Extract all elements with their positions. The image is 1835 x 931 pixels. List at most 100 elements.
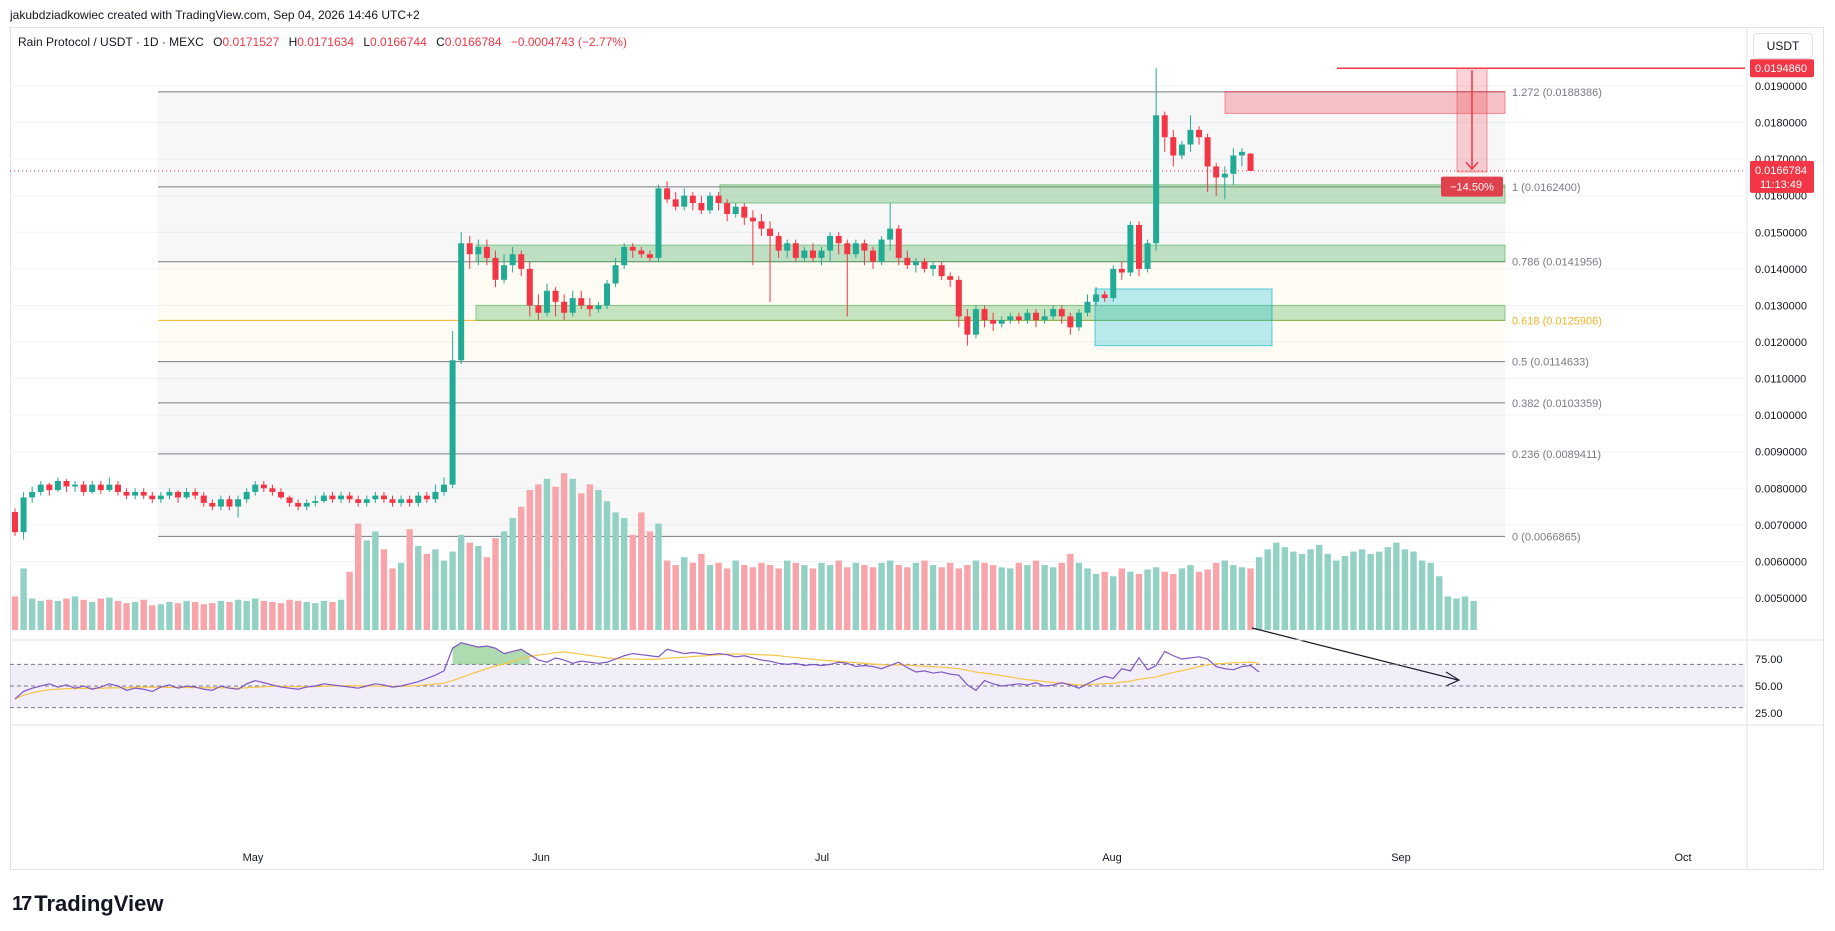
candle-body [698, 203, 705, 211]
candle-body [998, 320, 1005, 324]
candle-body [1024, 312, 1031, 321]
volume-bar [741, 565, 748, 630]
volume-bar [372, 531, 379, 630]
volume-bar [123, 603, 130, 630]
candle-body [260, 484, 267, 489]
volume-bar [1341, 556, 1349, 630]
candle-body [749, 217, 756, 222]
volume-bar [955, 568, 962, 630]
volume-bar [569, 478, 576, 630]
volume-bar [1461, 596, 1469, 630]
time-axis-tick: May [243, 852, 264, 864]
volume-bar [947, 562, 954, 630]
candle-body [981, 309, 988, 321]
volume-bar [234, 599, 242, 630]
candle-body [561, 301, 568, 313]
volume-bar [269, 602, 276, 630]
volume-bar [938, 567, 945, 630]
candle-body [132, 491, 139, 496]
candle-body [732, 206, 739, 214]
candle-body [269, 488, 276, 492]
time-axis-tick: Jun [532, 852, 550, 864]
volume-bar [329, 602, 336, 630]
candle-body [878, 239, 885, 262]
candle-body [166, 491, 173, 496]
volume-bar [1255, 557, 1263, 630]
volume-bar [835, 560, 842, 630]
candle-body [63, 480, 70, 487]
candle-body [895, 228, 902, 258]
candle-body [449, 360, 456, 485]
volume-bar [1204, 569, 1211, 630]
target-badge-label: −14.50% [1450, 182, 1494, 194]
fib-level-label: 0.786 (0.0141956) [1512, 257, 1602, 269]
volume-bar [655, 523, 662, 630]
candle-body [887, 228, 894, 240]
candle-body [192, 491, 199, 496]
volume-bar [1195, 571, 1203, 630]
volume-bar [929, 565, 937, 630]
price-axis-tick: 0.0070000 [1755, 520, 1807, 532]
volume-bar [1135, 574, 1143, 630]
candle-body [1033, 312, 1040, 321]
fib-level-label: 0.618 (0.0125906) [1512, 315, 1602, 327]
symbol-name[interactable]: Rain Protocol / USDT · 1D · MEXC [18, 35, 204, 49]
fib-level-label: 0.382 (0.0103359) [1512, 398, 1602, 410]
fib-band [158, 320, 1505, 362]
volume-bar [149, 605, 156, 630]
candle-body [338, 495, 345, 500]
time-axis-tick: Jul [815, 852, 829, 864]
volume-bar [1307, 549, 1314, 630]
volume-bar [303, 602, 310, 630]
candle-body [441, 484, 447, 492]
volume-bar [500, 531, 508, 630]
candle-body [741, 206, 748, 218]
ohlc-high-key: H [288, 35, 298, 49]
candle-body [586, 305, 593, 310]
volume-bar [1410, 551, 1417, 630]
volume-bar [801, 565, 808, 630]
candle-body [809, 250, 816, 258]
candle-body [1101, 294, 1108, 299]
volume-bar [475, 546, 482, 630]
volume-bar [1247, 568, 1254, 630]
candle-body [389, 499, 396, 503]
fib-band [158, 402, 1505, 454]
current-price-badge [1750, 160, 1814, 193]
currency-button[interactable]: USDT [1753, 33, 1813, 59]
candle-body [54, 480, 61, 491]
candles [12, 67, 1254, 540]
fib-band [158, 261, 1505, 321]
candle-body [938, 265, 945, 277]
brand-logo[interactable]: 17 TradingView [12, 891, 163, 917]
volume-bar [1170, 574, 1177, 630]
candle-body [621, 246, 628, 266]
candle-body [423, 495, 430, 500]
candle-body [475, 246, 482, 255]
candle-body [372, 495, 379, 500]
volume-bar [363, 540, 370, 630]
price-axis-tick: 0.0090000 [1755, 447, 1807, 459]
time-axis-tick: Oct [1674, 852, 1691, 864]
candle-body [303, 502, 310, 507]
volume-bar [97, 598, 104, 630]
change-value: −0.0004743 (−2.77%) [510, 35, 627, 49]
volume-bar [1315, 544, 1323, 630]
candle-body [1084, 301, 1091, 313]
volume-bar [1178, 568, 1186, 630]
consolidation-box [1094, 288, 1273, 347]
candle-body [1075, 312, 1082, 328]
candle-body [320, 495, 327, 502]
candle-body [972, 309, 979, 335]
time-axis-tick: Sep [1391, 852, 1411, 864]
volume-bar [140, 599, 147, 630]
volume-bar [689, 562, 697, 630]
candle-body [1041, 316, 1048, 321]
candle-body [355, 499, 362, 503]
candle-body [329, 495, 336, 500]
price-axis-tick: 0.0130000 [1755, 300, 1807, 312]
volume-bar [346, 571, 353, 630]
volume-bar [1118, 568, 1126, 630]
volume-bar [698, 553, 705, 630]
